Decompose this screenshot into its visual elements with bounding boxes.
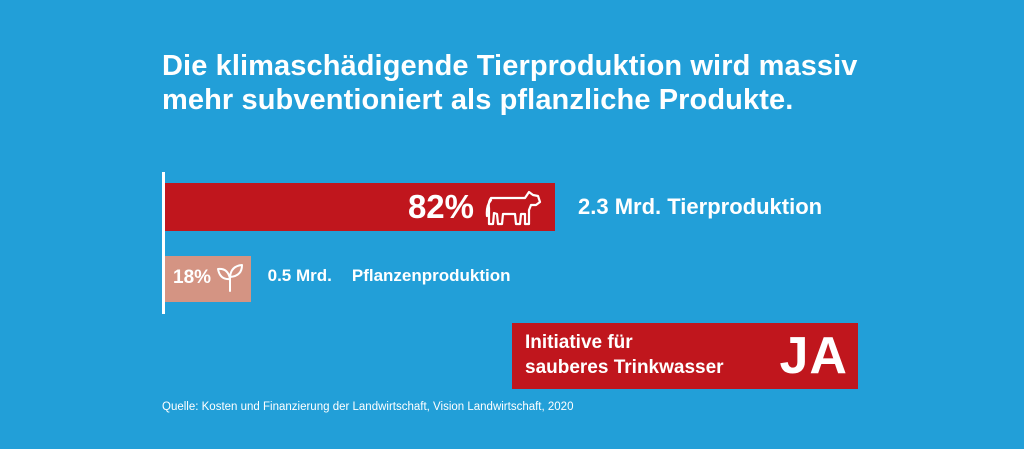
badge-ja: JA [779,327,848,385]
value-label-tierproduktion: 82% [407,188,474,225]
amount-label-pflanzenproduktion: 0.5 Mrd. [267,266,332,285]
headline: Die klimaschädigende Tierproduktion wird… [162,49,922,117]
category-label-tierproduktion: 2.3 Mrd. Tierproduktion [578,192,822,222]
category-name-tierproduktion: Tierproduktion [667,194,823,219]
cow-icon [485,190,542,226]
value-label-pflanzenproduktion: 18% [173,267,212,288]
headline-line-1: Die klimaschädigende Tierproduktion wird… [162,50,858,82]
headline-line-2: mehr subventioniert als pflanzliche Prod… [162,84,794,116]
badge-text: Initiative für sauberes Trinkwasser [525,330,724,380]
badge-line-2: sauberes Trinkwasser [525,357,724,378]
bar-axis-line [162,172,165,314]
source-note: Quelle: Kosten und Finanzierung der Land… [162,401,574,413]
category-label-pflanzenproduktion: 0.5 Mrd. Pflanzenproduktion [268,263,511,289]
bar-pflanzenproduktion [165,256,251,302]
category-name-pflanzenproduktion: Pflanzenproduktion [351,266,511,285]
amount-label-tierproduktion: 2.3 Mrd. [578,194,662,219]
badge-line-1: Initiative für [525,332,633,353]
plant-sprout-icon [217,264,243,292]
initiative-badge: Initiative für sauberes Trinkwasser JA [512,323,858,389]
